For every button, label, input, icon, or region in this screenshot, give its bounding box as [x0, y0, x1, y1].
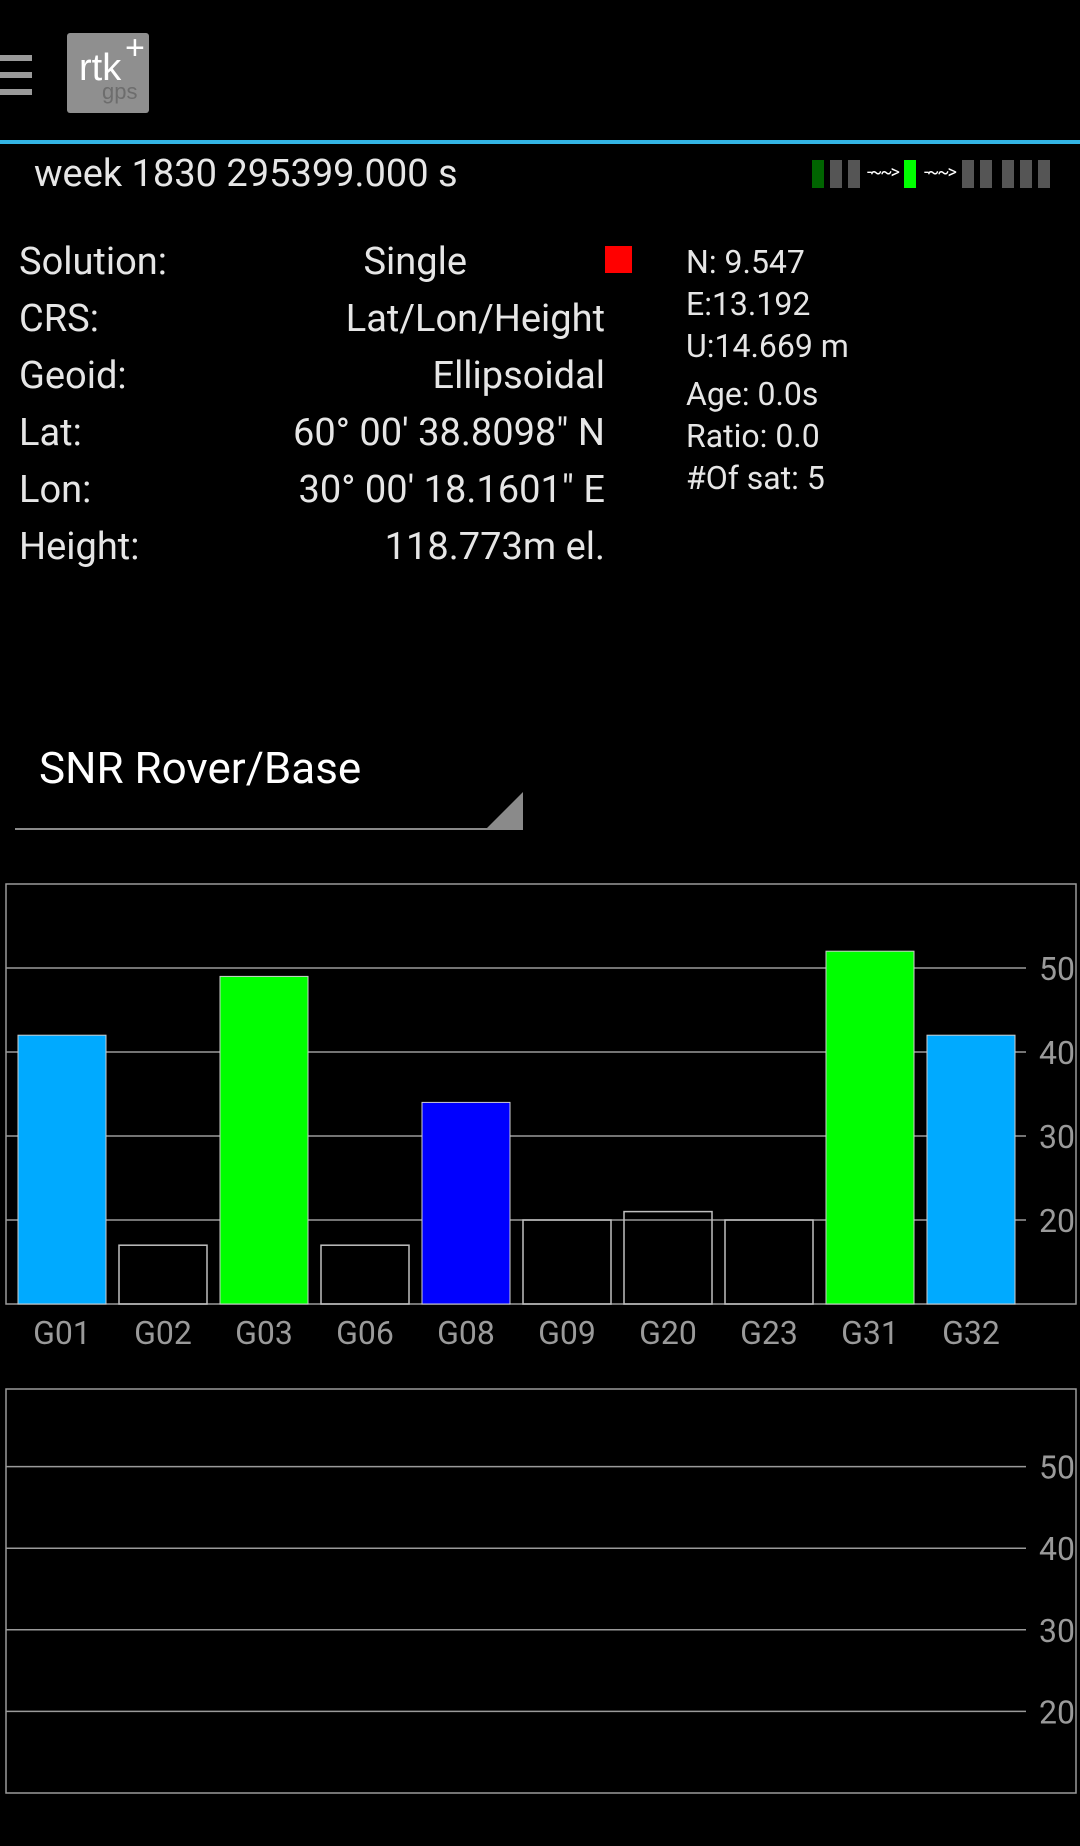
snr-bar	[118, 1244, 208, 1305]
status-seg-2	[830, 160, 842, 188]
x-category-label: G32	[942, 1314, 1000, 1352]
logo-plus: +	[125, 33, 145, 67]
solution-label: Solution:	[19, 240, 167, 284]
y-tick-label: 30	[1039, 1118, 1075, 1156]
lat-label: Lat:	[19, 411, 82, 455]
status-seg-1	[812, 160, 824, 188]
status-seg-7	[1002, 160, 1014, 188]
x-category-label: G23	[740, 1314, 798, 1352]
x-category-label: G20	[639, 1314, 697, 1352]
chart-frame	[5, 1388, 1077, 1794]
logo-sub: gps	[102, 79, 138, 104]
y-tick-label: 40	[1039, 1530, 1075, 1568]
up-accuracy: U:14.669 m	[686, 327, 849, 365]
menu-icon[interactable]	[0, 55, 32, 99]
snr-bar	[320, 1244, 410, 1305]
snr-bar	[825, 950, 915, 1305]
snr-bar	[724, 1219, 814, 1305]
geoid-value: Ellipsoidal	[432, 354, 605, 398]
solution-status-square	[605, 246, 632, 273]
dropdown-triangle-icon	[487, 792, 523, 828]
y-tick-label: 50	[1039, 950, 1075, 988]
gps-time: week 1830 295399.000 s	[34, 152, 458, 196]
stream-arrow-icon: -~~>	[924, 162, 957, 183]
status-seg-4	[904, 160, 916, 188]
x-category-label: G02	[134, 1314, 192, 1352]
geoid-label: Geoid:	[19, 354, 127, 398]
stream-arrow-icon: -~~>	[867, 162, 900, 183]
action-bar-divider	[0, 140, 1080, 144]
y-tick-label: 50	[1039, 1449, 1075, 1487]
y-tick-label: 40	[1039, 1034, 1075, 1072]
lat-value: 60° 00' 38.8098" N	[293, 411, 605, 455]
snr-rover-chart: 20 30 40 50 G01 G02 G03 G06 G08 G09 G20 G23 G31 G32	[5, 883, 1077, 1352]
snr-mode-spinner[interactable]: SNR Rover/Base	[15, 742, 523, 830]
crs-value: Lat/Lon/Height	[345, 297, 605, 341]
logo-text: rtk	[79, 47, 122, 89]
x-category-label: G03	[235, 1314, 293, 1352]
east-accuracy: E:13.192	[686, 285, 811, 323]
snr-bar	[623, 1210, 713, 1305]
snr-bar	[219, 975, 309, 1305]
status-seg-9	[1038, 160, 1050, 188]
crs-label: CRS:	[19, 297, 99, 341]
x-category-label: G31	[841, 1314, 899, 1352]
x-category-label: G06	[336, 1314, 394, 1352]
app-logo[interactable]: rtk + gps	[67, 33, 149, 113]
action-bar: rtk + gps	[0, 0, 1080, 144]
y-tick-label: 20	[1039, 1693, 1075, 1731]
x-category-label: G09	[538, 1314, 596, 1352]
height-value: 118.773m el.	[384, 525, 605, 569]
snr-base-chart: 20 30 40 50	[5, 1388, 1077, 1794]
snr-bar	[17, 1034, 107, 1305]
lon-value: 30° 00' 18.1601" E	[298, 468, 605, 512]
height-label: Height:	[19, 525, 140, 569]
stream-status-indicator: -~~> -~~>	[812, 160, 1052, 188]
x-category-label: G08	[437, 1314, 495, 1352]
status-seg-8	[1020, 160, 1032, 188]
sat-count: #Of sat: 5	[686, 459, 825, 497]
x-category-label: G01	[33, 1314, 91, 1352]
status-seg-6	[980, 160, 992, 188]
snr-bar	[522, 1219, 612, 1305]
status-seg-3	[848, 160, 860, 188]
solution-value: Single	[363, 240, 467, 284]
status-seg-5	[962, 160, 974, 188]
lon-label: Lon:	[19, 468, 92, 512]
spinner-underline	[15, 828, 523, 830]
chart-frame	[5, 883, 1077, 1305]
age-value: Age: 0.0s	[686, 375, 819, 413]
snr-bar	[926, 1034, 1016, 1305]
y-tick-label: 20	[1039, 1202, 1075, 1240]
y-tick-label: 30	[1039, 1612, 1075, 1650]
ratio-value: Ratio: 0.0	[686, 417, 820, 455]
north-accuracy: N: 9.547	[686, 243, 805, 281]
snr-bar	[421, 1101, 511, 1305]
spinner-selected: SNR Rover/Base	[39, 742, 362, 794]
